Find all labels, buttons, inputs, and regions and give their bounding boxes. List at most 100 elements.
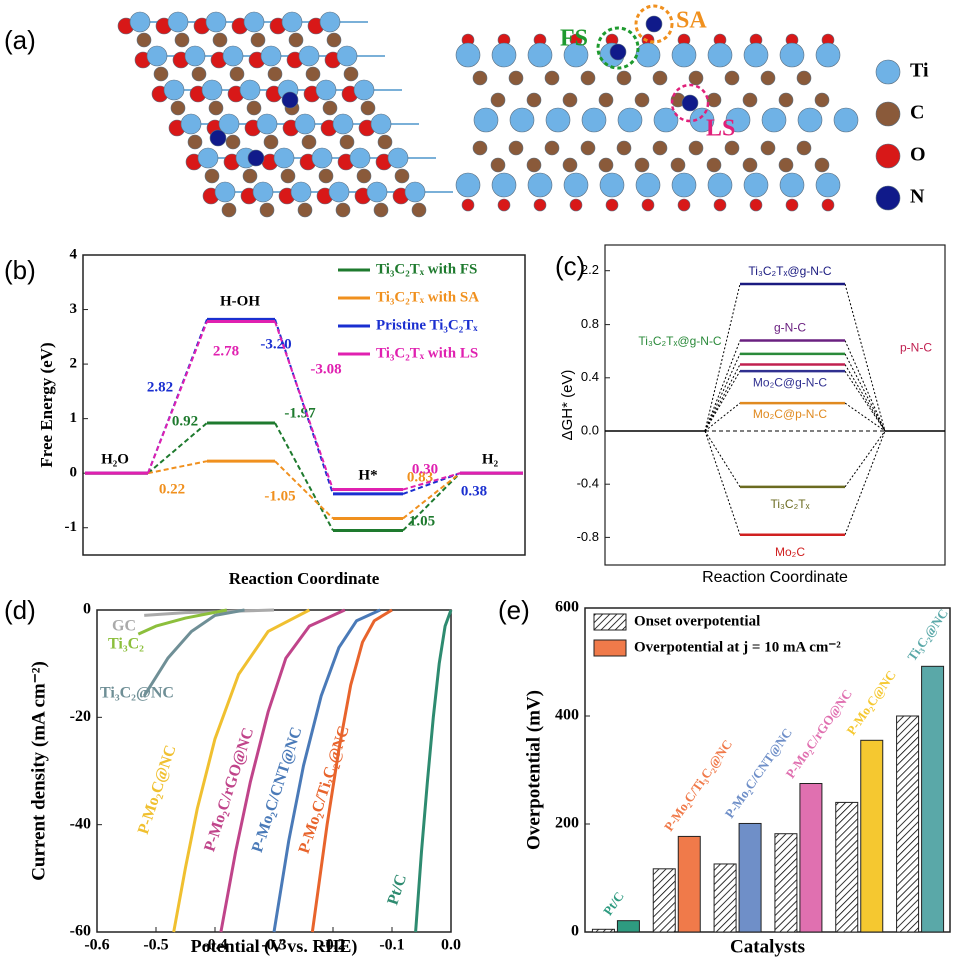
atom — [761, 107, 787, 133]
y-tick-label: -0.4 — [577, 476, 599, 491]
step-label: -1.97 — [284, 405, 316, 421]
connector — [274, 422, 334, 531]
atom — [263, 134, 279, 150]
legend-label: Overpotential at j = 10 mA cm⁻² — [634, 639, 841, 655]
legend-label: Ti₃C₂Tₓ with FS — [376, 261, 477, 277]
atom — [796, 70, 812, 86]
x-axis-label: Reaction Coordinate — [702, 569, 848, 586]
atom — [706, 92, 722, 108]
atom — [290, 181, 312, 203]
atom — [242, 168, 258, 184]
atom — [136, 32, 152, 48]
bar — [738, 822, 762, 933]
connector — [844, 353, 886, 432]
atom — [742, 157, 758, 173]
atom — [360, 100, 376, 116]
atom — [641, 198, 655, 212]
atom — [875, 101, 901, 127]
connector — [402, 472, 461, 532]
step-label: 2.78 — [213, 343, 239, 359]
atom — [281, 11, 303, 33]
atom — [315, 79, 337, 101]
bar — [713, 863, 737, 933]
connector — [844, 283, 886, 432]
curve-label: P-Mo₂C@NC — [135, 743, 180, 836]
atom — [326, 32, 342, 48]
atom — [214, 181, 236, 203]
atom — [339, 134, 355, 150]
atom — [336, 45, 358, 67]
atom — [778, 92, 794, 108]
atom — [491, 172, 517, 198]
curve-label: GC — [112, 618, 136, 635]
atom — [821, 198, 835, 212]
plot-frame — [82, 254, 526, 556]
atom — [724, 70, 740, 86]
atom — [875, 143, 901, 169]
atom — [239, 79, 261, 101]
atom — [305, 66, 321, 82]
atom — [273, 147, 295, 169]
bar — [616, 920, 640, 933]
plot-frame — [584, 607, 951, 933]
y-axis-label: ΔGH* (eV) — [559, 370, 576, 441]
step-label: 0.30 — [412, 461, 438, 477]
category-label: Ti₃C₂@NC — [904, 606, 951, 664]
atom — [294, 113, 316, 135]
y-axis-label: Free Energy (eV) — [37, 342, 56, 467]
atom — [490, 92, 506, 108]
level-label: Mo₂C — [775, 545, 805, 559]
connector — [704, 353, 741, 432]
atom — [280, 168, 296, 184]
atom — [580, 70, 596, 86]
atom — [707, 42, 733, 68]
step-label: 0.22 — [159, 481, 185, 497]
atom — [797, 107, 823, 133]
atom — [243, 11, 265, 33]
bar — [921, 665, 945, 933]
x-tick-label: -0.4 — [202, 937, 227, 954]
panel-label: (e) — [498, 595, 530, 625]
atom — [779, 42, 805, 68]
atom — [652, 70, 668, 86]
atom — [208, 100, 224, 116]
x-tick-label: -0.6 — [84, 937, 109, 954]
step-label: -3.08 — [310, 361, 341, 377]
bar — [774, 833, 798, 933]
y-tick-label: 600 — [555, 599, 579, 616]
y-tick-label: 0 — [83, 601, 91, 618]
atom — [707, 172, 733, 198]
atom — [370, 113, 392, 135]
y-tick-label: 400 — [555, 707, 579, 724]
step-label: 2.82 — [147, 379, 173, 395]
atom — [688, 140, 704, 156]
atom — [411, 202, 427, 218]
atom — [246, 100, 262, 116]
atom — [259, 202, 275, 218]
atom — [598, 92, 614, 108]
y-tick-label: 0.0 — [581, 422, 599, 437]
atom — [785, 198, 799, 212]
curve-label: Ti₃C₂@NC — [100, 685, 174, 702]
y-tick-label: -40 — [70, 815, 91, 832]
atom — [191, 66, 207, 82]
atom — [353, 79, 375, 101]
y-tick-label: -0.8 — [577, 529, 599, 544]
atom — [526, 92, 542, 108]
atom — [311, 147, 333, 169]
curve-label: P-Mo₂C/CNT@NC — [249, 725, 306, 855]
level-label: g-N-C — [774, 321, 806, 335]
atom — [833, 107, 859, 133]
atom — [526, 157, 542, 173]
atom — [170, 100, 186, 116]
connector — [844, 402, 886, 432]
connector — [704, 364, 741, 432]
atom — [814, 92, 830, 108]
atom — [527, 172, 553, 198]
atom — [328, 181, 350, 203]
legend-swatch — [593, 613, 627, 631]
x-axis-label: Catalysts — [730, 936, 805, 957]
atom — [332, 113, 354, 135]
atom — [322, 100, 338, 116]
atom — [598, 157, 614, 173]
